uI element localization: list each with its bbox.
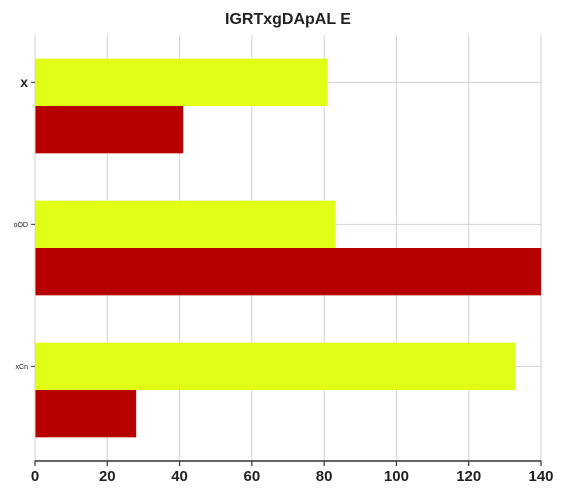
bar bbox=[35, 248, 541, 296]
bar bbox=[35, 200, 335, 248]
x-tick-label: 0 bbox=[31, 468, 39, 485]
y-tick-label: xCn bbox=[16, 364, 29, 371]
chart-title: IGRTxgDApAL E bbox=[225, 11, 351, 28]
y-tick-label: oOD bbox=[14, 222, 28, 229]
bar bbox=[35, 106, 184, 154]
x-tick-label: 60 bbox=[244, 468, 261, 485]
axes: 0 20 40 60 80 100 120 140 x oOD xCn bbox=[14, 35, 554, 485]
bars bbox=[35, 58, 541, 438]
bar bbox=[35, 390, 137, 438]
x-tick-label: 100 bbox=[384, 468, 409, 485]
y-tick-label: x bbox=[20, 74, 28, 90]
x-tick-label: 120 bbox=[456, 468, 481, 485]
x-tick-label: 40 bbox=[171, 468, 188, 485]
x-tick-label: 20 bbox=[99, 468, 116, 485]
x-tick-label: 140 bbox=[528, 468, 553, 485]
bar bbox=[35, 58, 328, 106]
bar bbox=[35, 342, 516, 390]
x-tick-label: 80 bbox=[316, 468, 333, 485]
